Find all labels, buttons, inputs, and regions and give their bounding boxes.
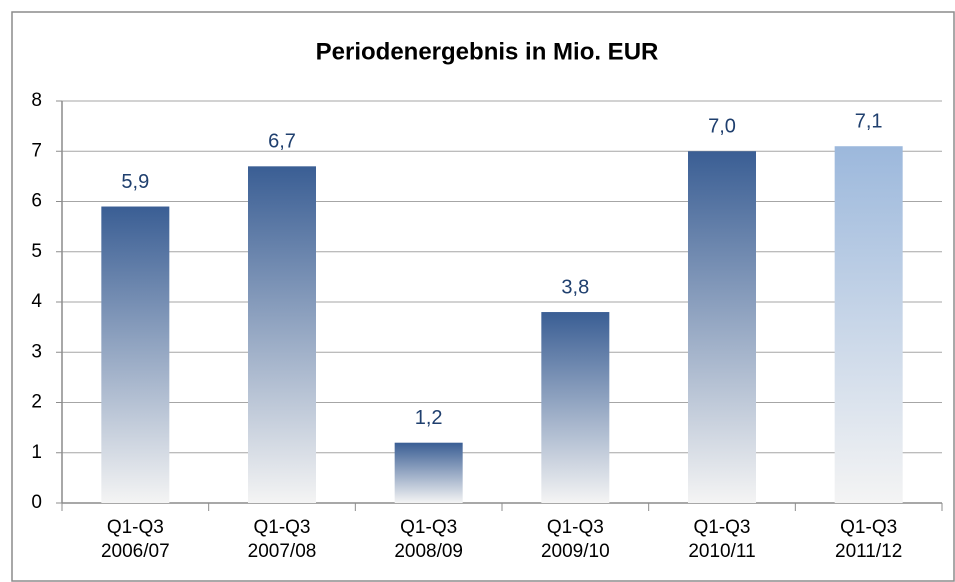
x-tick-label: 2008/09 xyxy=(394,541,463,562)
y-tick-label: 7 xyxy=(31,140,42,161)
value-label: 7,1 xyxy=(855,111,883,133)
x-tick-label: Q1-Q3 xyxy=(840,517,897,538)
y-tick-label: 2 xyxy=(31,392,42,413)
y-tick-label: 6 xyxy=(31,191,42,212)
x-tick-label: 2011/12 xyxy=(835,541,902,562)
y-tick-label: 5 xyxy=(31,241,42,262)
x-tick-label: Q1-Q3 xyxy=(693,517,750,538)
x-tick-label: 2010/11 xyxy=(688,541,755,562)
x-tick-label: 2007/08 xyxy=(248,541,317,562)
value-label: 5,9 xyxy=(121,171,149,193)
bar xyxy=(101,206,170,503)
value-label: 7,0 xyxy=(708,116,736,138)
x-tick-label: 2009/10 xyxy=(541,541,610,562)
x-tick-label: Q1-Q3 xyxy=(400,517,457,538)
x-tick-label: Q1-Q3 xyxy=(547,517,604,538)
bar xyxy=(394,442,463,503)
y-tick-label: 1 xyxy=(31,442,42,463)
bar xyxy=(834,146,903,503)
bar xyxy=(688,151,756,503)
bar xyxy=(541,312,610,503)
y-tick-label: 3 xyxy=(31,341,42,362)
value-label: 6,7 xyxy=(268,131,296,153)
x-tick-label: Q1-Q3 xyxy=(253,517,310,538)
y-tick-label: 0 xyxy=(31,492,42,513)
y-tick-label: 8 xyxy=(31,90,42,111)
chart-title: Periodenergebnis in Mio. EUR xyxy=(316,38,659,65)
value-label: 3,8 xyxy=(561,276,589,298)
x-tick-label: 2006/07 xyxy=(101,541,170,562)
y-tick-label: 4 xyxy=(31,291,42,312)
bar xyxy=(248,166,316,503)
x-tick-label: Q1-Q3 xyxy=(107,517,164,538)
value-label: 1,2 xyxy=(415,407,443,429)
